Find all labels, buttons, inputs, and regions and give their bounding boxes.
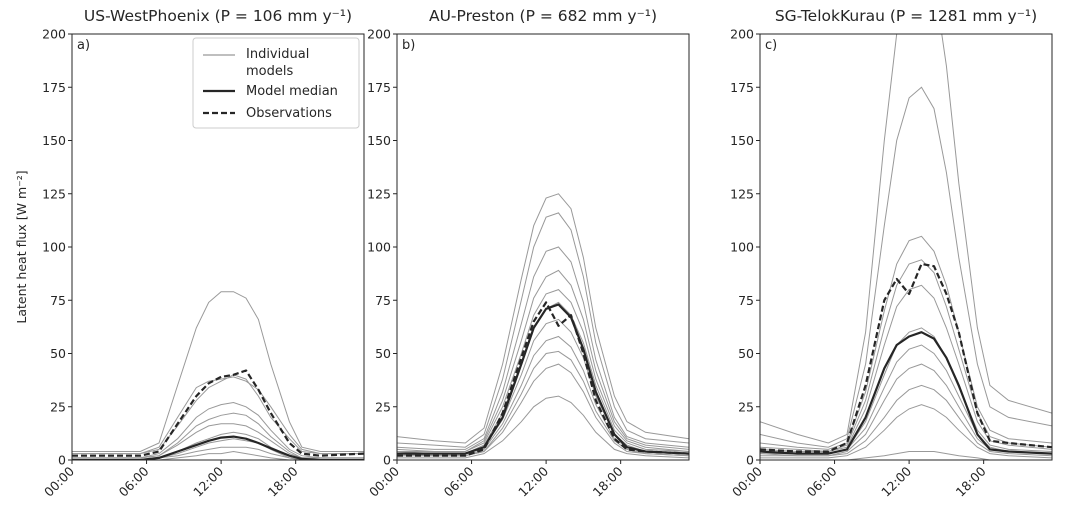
individual-model-line — [397, 395, 689, 459]
legend-label-observations: Observations — [246, 106, 332, 121]
y-tick-label: 150 — [367, 133, 391, 148]
x-tick-label: 06:00 — [116, 463, 152, 499]
x-tick-label: 00:00 — [729, 463, 765, 499]
y-tick-label: 175 — [42, 80, 66, 95]
y-axis-label: Latent heat flux [W m⁻²] — [14, 170, 29, 323]
panel-title: SG-TelokKurau (P = 1281 mm y⁻¹) — [775, 7, 1037, 25]
individual-model-line — [760, 327, 1052, 455]
individual-model-line — [760, 235, 1052, 450]
individual-model-line — [72, 438, 364, 460]
individual-model-line — [72, 401, 364, 459]
individual-model-line — [760, 86, 1052, 448]
y-tick-label: 150 — [730, 133, 754, 148]
series-group — [397, 193, 689, 459]
individual-model-line — [760, 344, 1052, 455]
panel-letter: c) — [765, 38, 777, 53]
y-tick-label: 50 — [50, 346, 66, 361]
individual-model-line — [397, 335, 689, 457]
legend-box — [192, 37, 360, 129]
observations-line — [72, 369, 364, 457]
y-tick-label: 0 — [58, 453, 66, 468]
legend: Individual models Model median Observati… — [192, 37, 360, 129]
individual-model-line — [397, 212, 689, 448]
series-group — [72, 291, 364, 460]
model-median-line — [72, 435, 364, 460]
x-tick-label: 12:00 — [190, 463, 226, 499]
individual-model-line — [760, 284, 1052, 452]
individual-model-line — [760, 404, 1052, 459]
legend-label-individual-line1: Individual — [246, 47, 309, 62]
panel-title: US-WestPhoenix (P = 106 mm y⁻¹) — [84, 7, 352, 25]
individual-model-line — [397, 289, 689, 452]
individual-model-line — [397, 193, 689, 444]
y-tick-label: 50 — [375, 346, 391, 361]
y-tick-label: 25 — [50, 399, 66, 414]
y-tick-label: 150 — [42, 133, 66, 148]
y-tick-label: 50 — [738, 346, 754, 361]
y-tick-label: 75 — [375, 293, 391, 308]
individual-model-line — [760, 259, 1052, 453]
y-tick-label: 200 — [730, 27, 754, 42]
x-tick-label: 12:00 — [878, 463, 914, 499]
x-tick-label: 18:00 — [953, 463, 989, 499]
panel-title: AU-Preston (P = 682 mm y⁻¹) — [429, 7, 657, 25]
y-tick-label: 175 — [367, 80, 391, 95]
series-group — [760, 34, 1052, 460]
model-median-line — [760, 331, 1052, 455]
individual-model-line — [72, 376, 364, 455]
individual-model-line — [760, 384, 1052, 457]
x-tick-label: 06:00 — [804, 463, 840, 499]
y-tick-label: 125 — [367, 186, 391, 201]
individual-model-line — [397, 350, 689, 457]
y-tick-label: 200 — [367, 27, 391, 42]
individual-model-line — [72, 374, 364, 455]
individual-model-line — [397, 363, 689, 457]
y-tick-label: 200 — [42, 27, 66, 42]
y-tick-label: 0 — [383, 453, 391, 468]
y-tick-label: 100 — [367, 240, 391, 255]
y-tick-label: 175 — [730, 80, 754, 95]
legend-label-individual-line2: models — [246, 64, 293, 79]
individual-model-line — [760, 34, 1052, 444]
axes-frame — [759, 33, 1053, 461]
x-tick-label: 18:00 — [590, 463, 626, 499]
individual-model-line — [72, 423, 364, 459]
observations-line — [760, 262, 1052, 453]
panel-au-preston: AU-Preston (P = 682 mm y⁻¹) b) 0 25 50 75 10… — [366, 7, 690, 500]
individual-model-line — [397, 269, 689, 452]
individual-model-line — [397, 318, 689, 455]
axes-frame — [396, 33, 690, 461]
y-tick-label: 75 — [738, 293, 754, 308]
y-tick-label: 25 — [375, 399, 391, 414]
individual-model-line — [760, 451, 1052, 460]
individual-model-line — [397, 246, 689, 450]
panel-letter: b) — [402, 38, 415, 53]
y-tick-label: 0 — [746, 453, 754, 468]
x-tick-label: 00:00 — [41, 463, 77, 499]
y-tick-label: 100 — [42, 240, 66, 255]
y-tick-label: 25 — [738, 399, 754, 414]
model-median-line — [397, 303, 689, 455]
individual-model-line — [72, 450, 364, 460]
observations-line — [397, 301, 689, 457]
individual-model-line — [72, 291, 364, 452]
y-tick-label: 75 — [50, 293, 66, 308]
x-tick-label: 06:00 — [441, 463, 477, 499]
individual-model-line — [760, 363, 1052, 457]
x-tick-label: 12:00 — [515, 463, 551, 499]
x-tick-label: 00:00 — [366, 463, 402, 499]
x-tick-label: 18:00 — [265, 463, 301, 499]
individual-model-line — [397, 301, 689, 455]
panel-letter: a) — [77, 38, 90, 53]
legend-label-median: Model median — [246, 84, 338, 99]
y-tick-label: 125 — [730, 186, 754, 201]
y-tick-label: 125 — [42, 186, 66, 201]
y-tick-label: 100 — [730, 240, 754, 255]
axes-frame — [71, 33, 365, 461]
individual-model-line — [72, 431, 364, 460]
panel-sg-telokkurau: SG-TelokKurau (P = 1281 mm y⁻¹) c) 0 25 50… — [729, 7, 1053, 500]
